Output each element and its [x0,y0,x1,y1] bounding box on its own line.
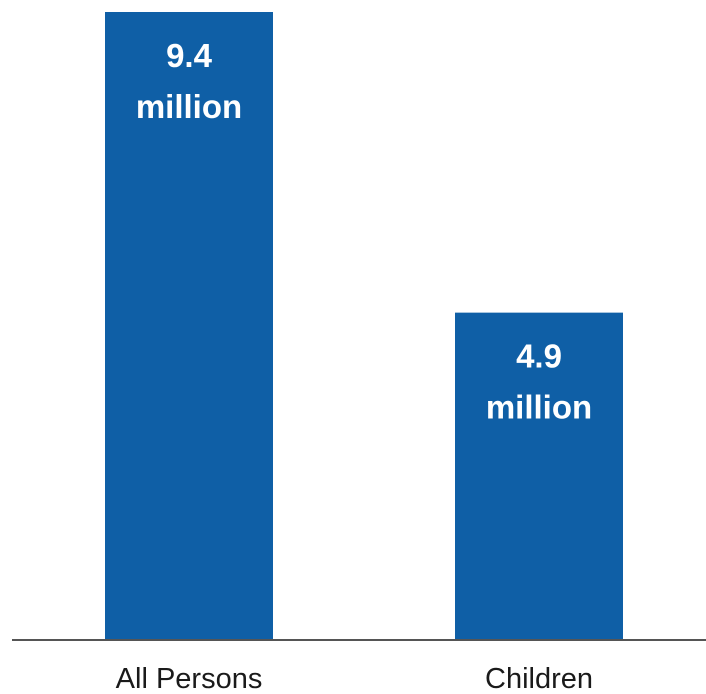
category-label: Children [485,663,593,694]
value-labels-group: 9.4 million 4.9 million [136,37,592,426]
bar-value-label: 4.9 [516,338,562,375]
bars-group [105,12,623,640]
category-labels-group: All Persons Children [116,663,593,694]
bar-children [455,312,623,640]
category-label: All Persons [116,663,263,694]
bar-value-label: million [136,88,242,125]
bar-value-label: 9.4 [166,37,213,74]
bar-all-persons [105,12,273,640]
bar-value-label: million [486,389,592,426]
